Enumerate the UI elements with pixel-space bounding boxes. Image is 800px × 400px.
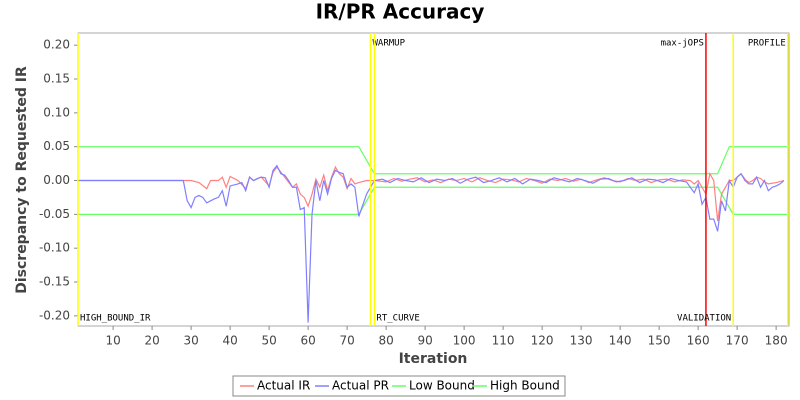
x-tick-label: 180 (765, 334, 788, 348)
x-tick-label: 110 (492, 334, 515, 348)
x-tick-label: 70 (339, 334, 354, 348)
y-tick-label: -0.15 (39, 275, 70, 289)
marker-label: RT_CURVE (376, 314, 419, 324)
series-line (78, 165, 785, 222)
legend-label: Actual PR (332, 379, 389, 393)
legend-label: Low Bound (409, 379, 475, 393)
legend-label: High Bound (490, 379, 560, 393)
x-tick-label: 170 (726, 334, 749, 348)
y-tick-label: 0.00 (43, 173, 70, 187)
x-tick-label: 60 (300, 334, 315, 348)
x-tick-label: 90 (417, 334, 432, 348)
y-tick-label: 0.05 (43, 139, 70, 153)
x-tick-label: 120 (531, 334, 554, 348)
y-tick-label: -0.10 (39, 241, 70, 255)
x-tick-label: 20 (144, 334, 159, 348)
x-tick-label: 150 (648, 334, 671, 348)
y-tick-label: 0.10 (43, 105, 70, 119)
marker-label: HIGH_BOUND_IR (80, 314, 151, 324)
marker-label: WARMUP (373, 39, 406, 49)
y-tick-label: 0.15 (43, 72, 70, 86)
series-line (78, 146, 789, 175)
x-tick-label: 140 (609, 334, 632, 348)
x-tick-label: 160 (687, 334, 710, 348)
legend-label: Actual IR (257, 379, 310, 393)
x-tick-label: 10 (105, 334, 120, 348)
y-tick-label: 0.20 (43, 38, 70, 52)
x-tick-label: 100 (453, 334, 476, 348)
y-axis-title: Discrepancy to Requested IR (14, 66, 30, 294)
x-tick-label: 30 (183, 334, 198, 348)
marker-label: VALIDATION (677, 314, 731, 324)
series-line (78, 164, 785, 323)
y-tick-label: -0.05 (39, 207, 70, 221)
marker-label: PROFILE (748, 39, 786, 49)
x-tick-label: 80 (378, 334, 393, 348)
x-axis-title: Iteration (399, 351, 468, 367)
x-tick-label: 50 (261, 334, 276, 348)
chart-title: IR/PR Accuracy (316, 0, 485, 24)
x-tick-label: 130 (570, 334, 593, 348)
y-tick-label: -0.20 (39, 308, 70, 322)
marker-label: max-jOPS (661, 39, 704, 49)
x-tick-label: 40 (222, 334, 237, 348)
